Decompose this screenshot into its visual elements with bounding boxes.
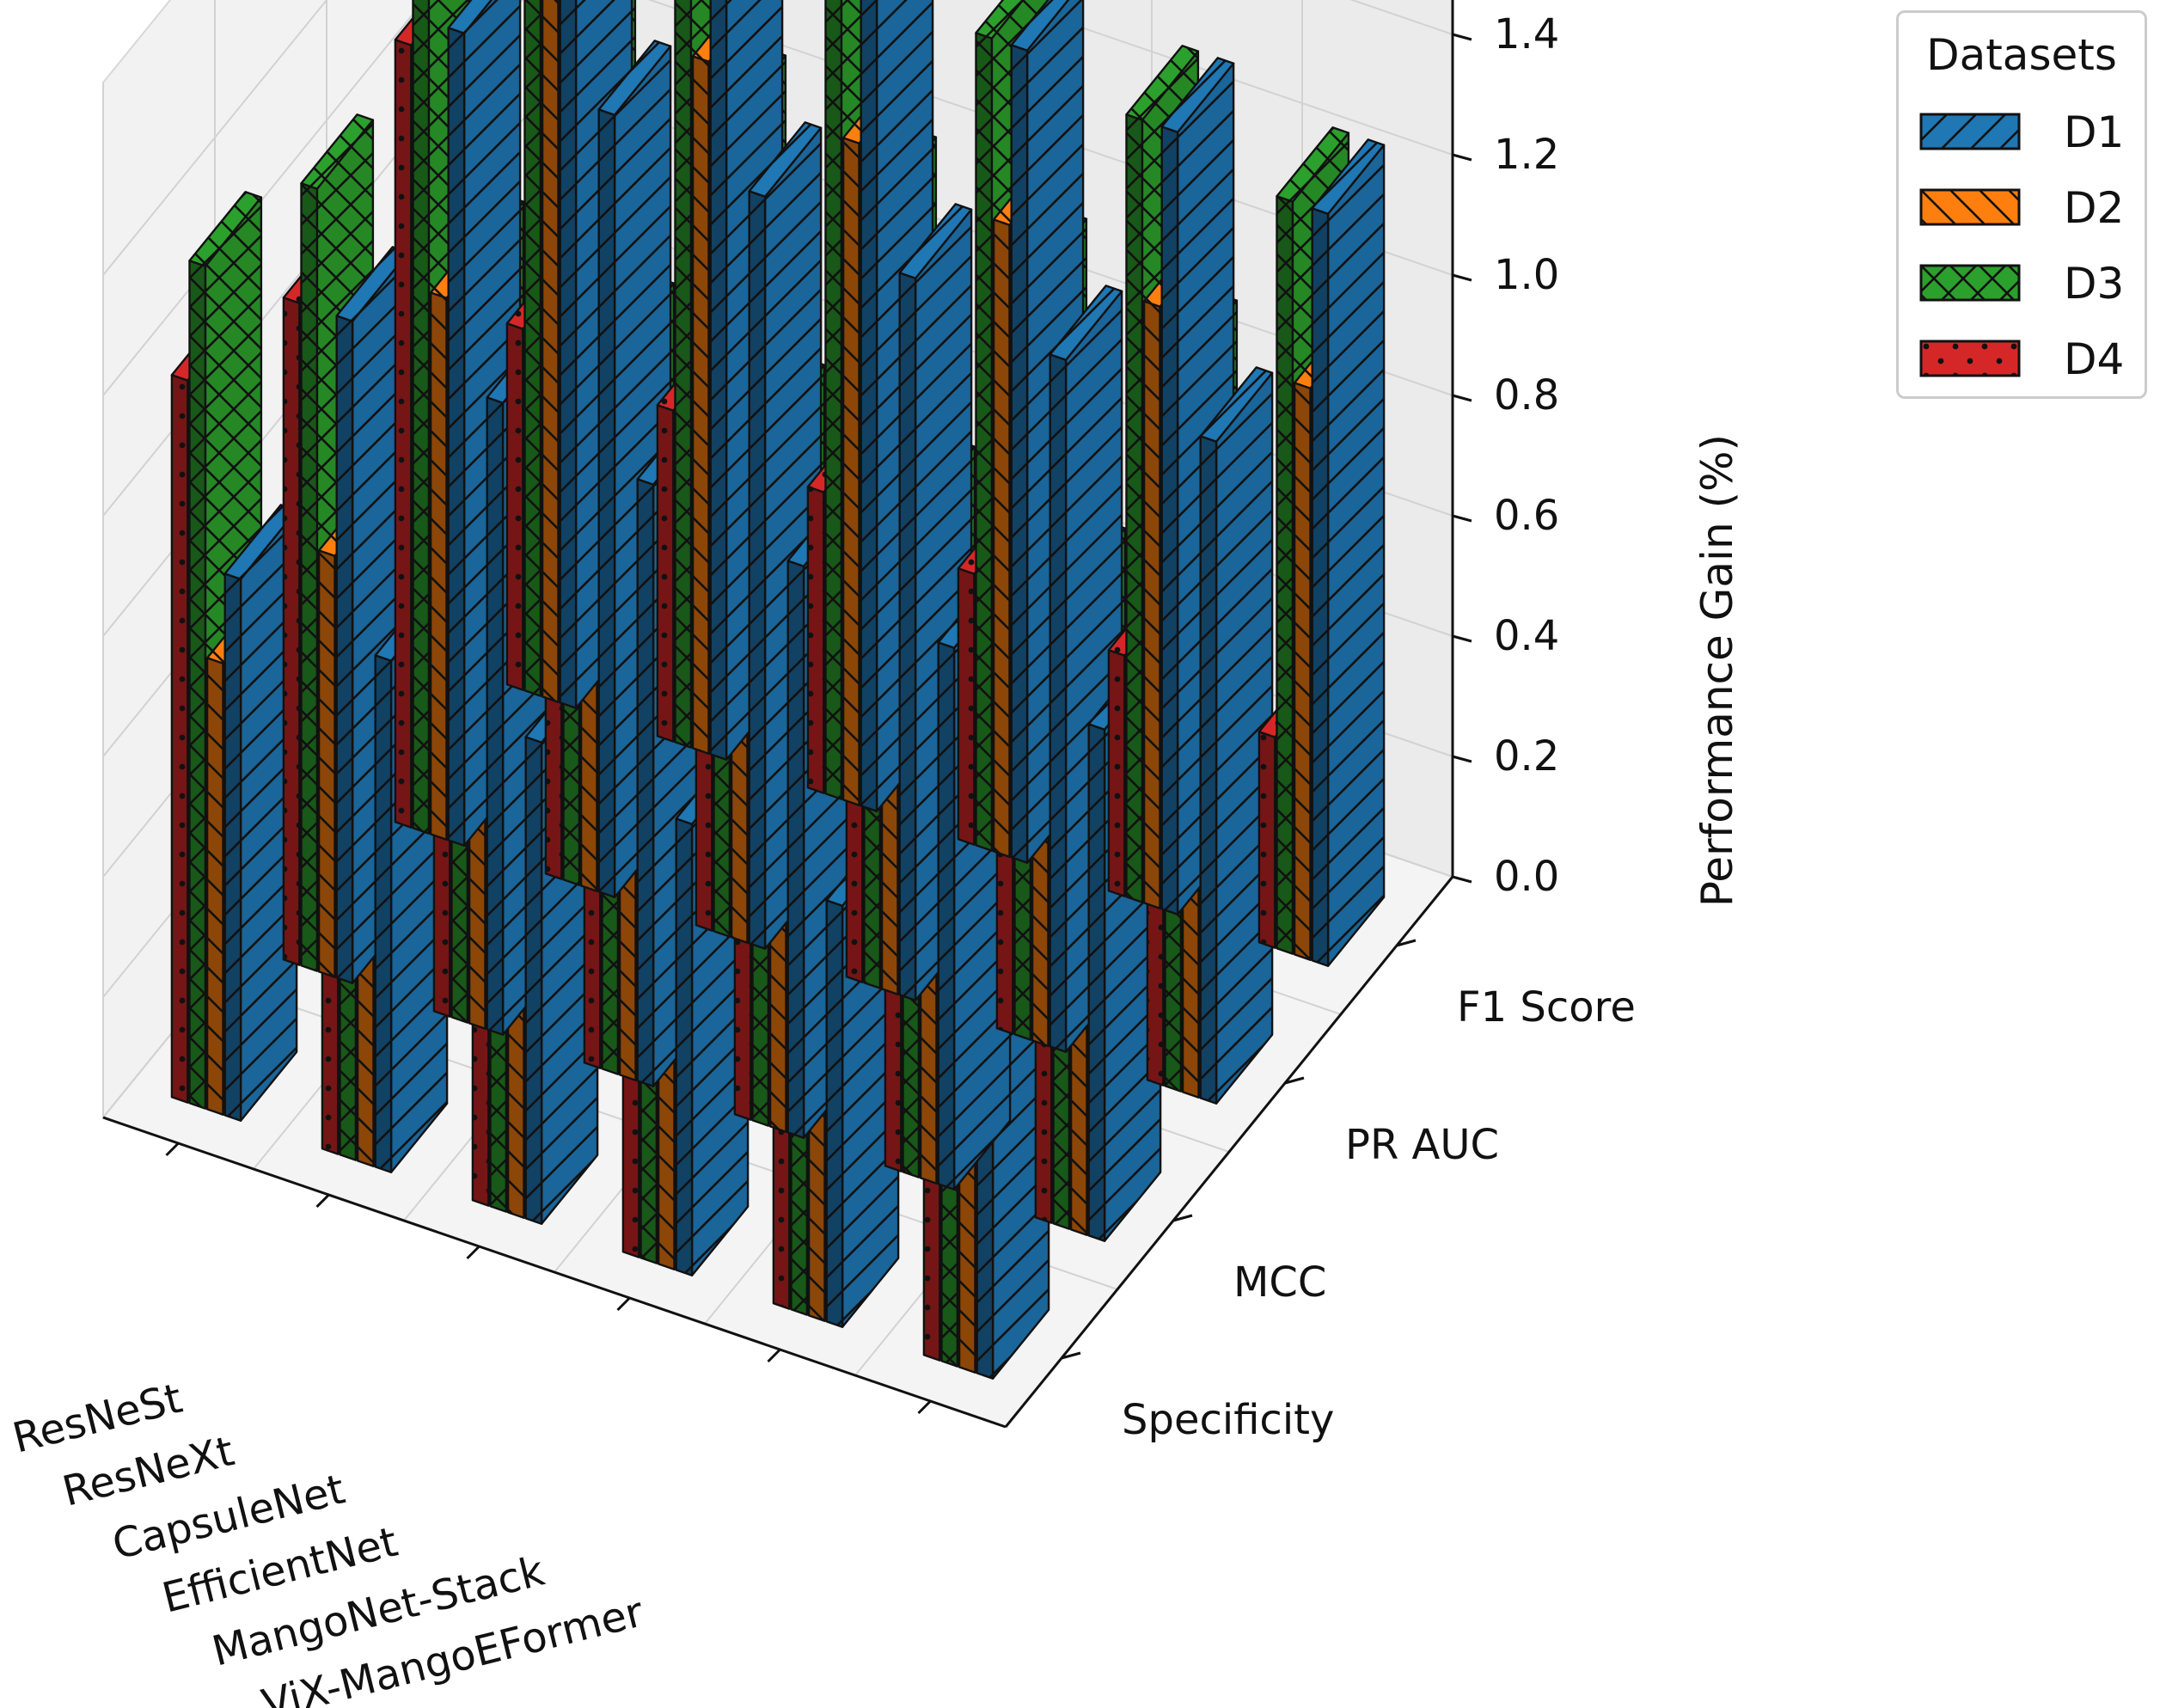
x-axis-line	[102, 1116, 1007, 1429]
y-axis-line	[1004, 876, 1454, 1428]
z-tick-label: 0.6	[1494, 492, 1559, 540]
y-tick-label: F1 Score	[1457, 983, 1636, 1032]
legend-label-d2: D2	[2064, 183, 2125, 233]
z-tick	[1452, 755, 1472, 763]
z-tick-label: 0.8	[1494, 371, 1559, 419]
y-tick-label: Specificity	[1122, 1396, 1334, 1444]
z-tick	[1452, 273, 1472, 282]
bars-group	[170, 0, 1386, 1380]
z-tick	[1452, 153, 1472, 162]
y-tick	[1172, 1214, 1193, 1222]
x-tick	[165, 1142, 180, 1157]
z-tick-label: 1.0	[1494, 251, 1559, 299]
z-tick	[1452, 514, 1472, 523]
y-tick	[1396, 939, 1417, 947]
y-tick	[1284, 1076, 1305, 1085]
z-tick	[1452, 33, 1472, 41]
legend-swatch-d4	[1919, 340, 2021, 377]
x-tick	[767, 1348, 781, 1363]
legend-title: Datasets	[1926, 30, 2117, 80]
legend-item-d2: D2	[1919, 183, 2134, 235]
legend-label-d1: D1	[2064, 107, 2125, 157]
legend-item-d1: D1	[1919, 107, 2134, 159]
legend-item-d4: D4	[1919, 334, 2134, 386]
z-tick-label: 1.4	[1494, 10, 1559, 58]
legend-swatch-d3	[1919, 264, 2021, 302]
legend-label-d3: D3	[2064, 259, 2125, 309]
x-tick	[917, 1399, 932, 1415]
y-tick	[1061, 1351, 1081, 1360]
legend-swatch-d2	[1919, 188, 2021, 226]
z-tick	[1452, 394, 1472, 402]
x-tick	[616, 1296, 631, 1312]
z-tick	[1452, 875, 1472, 884]
z-tick	[1452, 634, 1472, 643]
legend-swatch-d1	[1919, 113, 2021, 150]
bar-d1-vix-mangoeformer-f1-score	[1311, 138, 1386, 967]
z-gridline	[102, 0, 328, 276]
y-tick-label: PR AUC	[1345, 1121, 1499, 1169]
legend-item-d3: D3	[1919, 259, 2134, 310]
x-tick	[315, 1193, 330, 1209]
z-tick-label: 1.2	[1494, 131, 1559, 179]
z-tick-label: 0.2	[1494, 732, 1559, 781]
legend: Datasets D1 D2 D3 D4	[1896, 10, 2147, 399]
legend-label-d4: D4	[2064, 334, 2125, 384]
z-axis-title: Performance Gain (%)	[1692, 434, 1742, 907]
z-tick-label: 0.0	[1494, 853, 1559, 901]
axis-lines	[102, 0, 1454, 1429]
x-tick	[466, 1245, 480, 1260]
y-tick-label: MCC	[1233, 1258, 1326, 1307]
z-tick-label: 0.4	[1494, 612, 1559, 660]
